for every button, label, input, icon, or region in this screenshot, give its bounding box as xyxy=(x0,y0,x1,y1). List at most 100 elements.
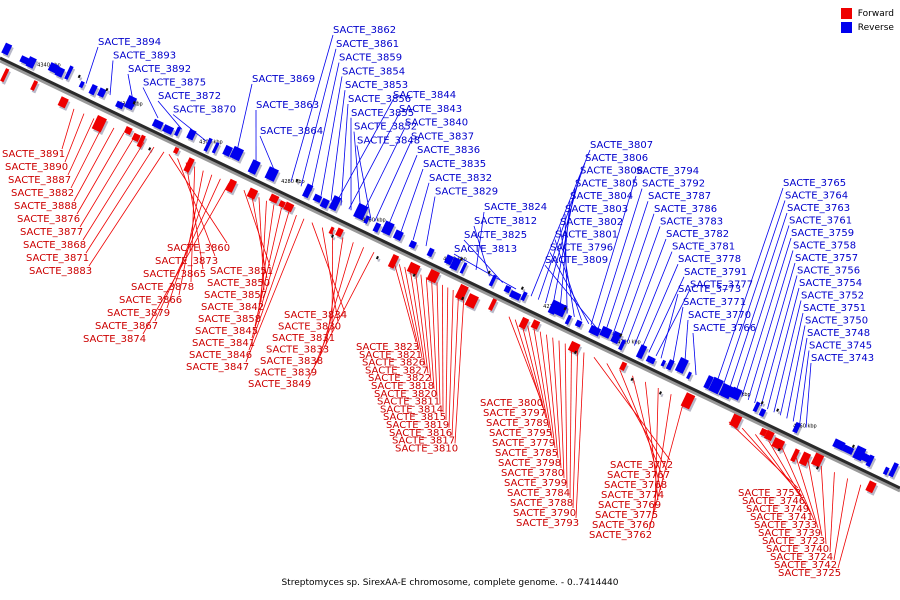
gene-label: SACTE_3821 xyxy=(359,350,422,361)
gene-label: SACTE_3888 xyxy=(14,201,77,212)
gene-label: SACTE_3786 xyxy=(654,204,717,215)
gene-arrow xyxy=(91,114,107,133)
gene-arrow xyxy=(852,445,867,462)
gene-leader-line xyxy=(409,269,426,366)
gene-leader-line xyxy=(794,453,819,529)
gene-arrow xyxy=(459,262,468,274)
gene-arrow xyxy=(815,466,820,470)
gene-label: SACTE_3877 xyxy=(20,227,83,238)
gene-label: SACTE_3740 xyxy=(766,544,829,555)
gene-arrow xyxy=(54,66,66,78)
gene-leader-line xyxy=(404,266,423,358)
gene-leader-line xyxy=(172,114,207,142)
gene-arrow xyxy=(88,83,98,96)
gene-shadow xyxy=(213,144,222,157)
gene-arrow xyxy=(508,290,522,301)
gene-leader-line xyxy=(235,83,253,156)
gene-leader-line xyxy=(313,247,365,368)
gene-leader-line xyxy=(552,188,576,307)
gene-label: SACTE_3878 xyxy=(131,282,194,293)
gene-arrow xyxy=(162,124,175,135)
gene-arrow xyxy=(312,193,323,203)
genome-axis xyxy=(0,56,900,490)
gene-label: SACTE_3835 xyxy=(423,159,486,170)
gene-leader-line xyxy=(335,99,394,204)
gene-leader-line xyxy=(425,277,435,389)
gene-label: SACTE_3754 xyxy=(799,278,862,289)
gene-label: SACTE_3873 xyxy=(155,256,218,267)
gene-label: SACTE_3745 xyxy=(809,341,872,352)
gene-leader-line xyxy=(399,168,424,234)
gene-leader-line xyxy=(85,146,155,254)
gene-arrow xyxy=(283,201,295,213)
gene-label: SACTE_3853 xyxy=(345,80,408,91)
gene-arrow xyxy=(888,462,899,478)
gene-shadow xyxy=(762,403,766,408)
gene-arrow xyxy=(488,274,497,287)
gene-leader-line xyxy=(559,226,575,317)
gene-label: SACTE_3777 xyxy=(690,279,753,290)
gene-label: SACTE_3823 xyxy=(356,342,419,353)
gene-arrow xyxy=(665,359,675,371)
gene-leader-line xyxy=(320,76,343,196)
gene-label: SACTE_3811 xyxy=(377,397,440,408)
gene-label: SACTE_3725 xyxy=(778,568,841,579)
gene-arrow xyxy=(760,400,764,405)
gene-label: SACTE_3810 xyxy=(395,443,458,454)
gene-arrow xyxy=(408,240,417,249)
gene-shadow xyxy=(296,181,301,185)
gene-label: SACTE_3891 xyxy=(2,149,65,160)
gene-arrow xyxy=(832,438,846,451)
gene-label: SACTE_3817 xyxy=(392,436,455,447)
gene-arrow xyxy=(708,376,724,395)
gene-arrow xyxy=(203,137,213,152)
gene-shadow xyxy=(817,468,821,473)
gene-label: SACTE_3797 xyxy=(483,408,546,419)
gene-shadow xyxy=(175,128,183,139)
gene-label: SACTE_3820 xyxy=(374,389,437,400)
gene-arrow xyxy=(0,68,10,83)
gene-leader-line xyxy=(307,252,375,380)
gene-leader-line xyxy=(792,337,808,422)
gene-arrow xyxy=(328,226,335,235)
gene-arrow xyxy=(222,144,233,157)
gene-leader-line xyxy=(243,189,271,267)
gene-arrow xyxy=(564,314,573,325)
gene-arrow xyxy=(464,293,479,309)
gene-label: SACTE_3808 xyxy=(580,166,643,177)
gene-leader-line xyxy=(533,328,553,439)
gene-label: SACTE_3768 xyxy=(604,480,667,491)
gene-arrow xyxy=(412,273,416,278)
gene-arrow xyxy=(183,157,195,173)
gene-leader-line xyxy=(779,312,804,416)
gene-label: SACTE_3822 xyxy=(368,373,431,384)
gene-label: SACTE_3769 xyxy=(598,500,661,511)
gene-arrow xyxy=(25,56,37,69)
gene-arrow xyxy=(115,100,125,110)
gene-leader-line xyxy=(442,284,444,413)
gene-leader-line xyxy=(633,251,673,346)
genome-caption: Streptomyces sp. SirexAA-E chromosome, c… xyxy=(281,578,619,588)
gene-arrow xyxy=(810,452,825,468)
gene-leader-line xyxy=(340,103,349,206)
gene-leader-line xyxy=(166,174,213,309)
gene-arrow xyxy=(78,80,85,89)
gene-label: SACTE_3802 xyxy=(560,217,623,228)
gene-arrow xyxy=(771,437,786,451)
gene-leader-line xyxy=(530,149,591,297)
gene-arrow xyxy=(658,391,662,395)
gene-arrow xyxy=(777,447,781,452)
gene-leader-line xyxy=(554,239,582,321)
gene-arrow xyxy=(882,466,890,476)
gene-label: SACTE_3829 xyxy=(435,187,498,198)
gene-label: SACTE_3800 xyxy=(480,398,543,409)
gene-shadow xyxy=(490,277,499,290)
gene-arrow xyxy=(573,350,578,355)
gene-leader-line xyxy=(248,215,297,351)
gene-label: SACTE_3782 xyxy=(666,229,729,240)
gene-leader-line xyxy=(454,295,465,444)
gene-leader-line xyxy=(767,287,800,410)
gene-arrow xyxy=(567,340,581,354)
gene-shadow xyxy=(779,450,783,454)
gene-arrow xyxy=(247,159,261,175)
